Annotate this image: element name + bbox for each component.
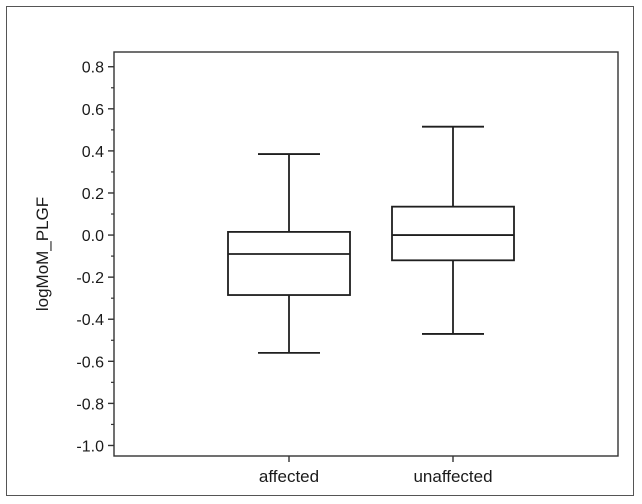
figure-frame <box>6 6 634 496</box>
box-affected <box>227 153 351 354</box>
box-unaffected <box>391 125 515 335</box>
x-axis: affected unaffected <box>259 456 493 486</box>
y-tick-label: 0.8 <box>82 60 104 77</box>
interquartile-box <box>391 205 515 262</box>
x-tick-label: affected <box>259 467 319 486</box>
y-axis-label: logMoM_PLGF <box>33 197 52 311</box>
interquartile-box <box>227 231 351 296</box>
y-tick-label: -0.4 <box>76 312 104 329</box>
y-tick-label: -1.0 <box>76 438 104 455</box>
y-tick-label: -0.2 <box>76 270 104 287</box>
boxes <box>227 125 515 354</box>
y-tick-label: 0.0 <box>82 228 104 245</box>
y-tick-label: 0.4 <box>82 144 104 161</box>
y-tick-label: -0.8 <box>76 396 104 413</box>
y-axis: 0.8 0.6 0.4 0.2 0.0 -0.2 -0.4 -0.6 -0.8 -1.0 <box>76 60 114 455</box>
x-tick-label: unaffected <box>413 467 492 486</box>
y-tick-label: 0.2 <box>82 186 104 203</box>
y-tick-label: -0.6 <box>76 354 104 371</box>
plot-area <box>113 51 619 457</box>
y-tick-label: 0.6 <box>82 102 104 119</box>
